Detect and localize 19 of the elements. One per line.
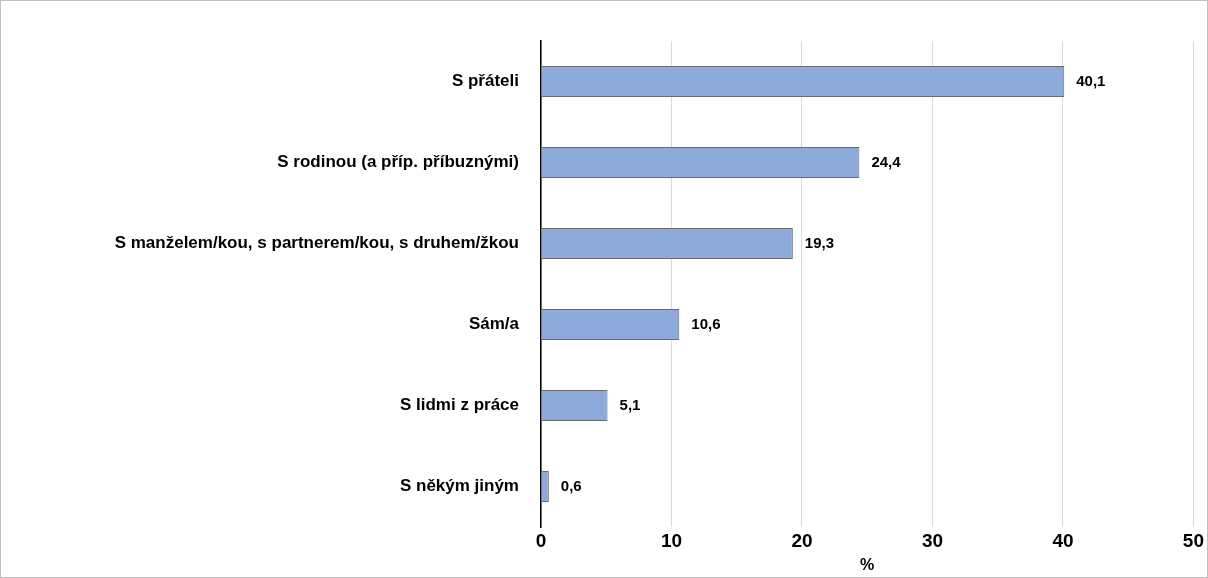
x-tick-label: 10 [660, 529, 683, 551]
y-tick-label: Sám/a [468, 314, 520, 334]
x-axis-title: % [860, 555, 875, 573]
y-tick-label: S přáteli [451, 71, 519, 91]
data-label: 40,1 [1076, 71, 1106, 89]
y-tick-label: S rodinou (a příp. příbuznými) [277, 152, 519, 172]
data-label: 24,4 [871, 152, 902, 170]
x-tick-label: 0 [535, 529, 547, 551]
x-tick-label: 20 [791, 529, 813, 551]
y-tick-label: S někým jiným [399, 476, 519, 496]
x-tick-label: 50 [1182, 529, 1204, 551]
y-tick-label: S manželem/kou, s partnerem/kou, s druhem/žkou [114, 233, 519, 253]
data-label: 10,6 [691, 314, 721, 332]
data-label: 19,3 [804, 233, 835, 251]
x-tick-label: 40 [1052, 529, 1074, 551]
data-label: 5,1 [619, 395, 641, 413]
y-tick-label: S lidmi z práce [399, 395, 519, 415]
data-label: 0,6 [560, 476, 582, 494]
x-tick-label: 30 [921, 529, 944, 551]
